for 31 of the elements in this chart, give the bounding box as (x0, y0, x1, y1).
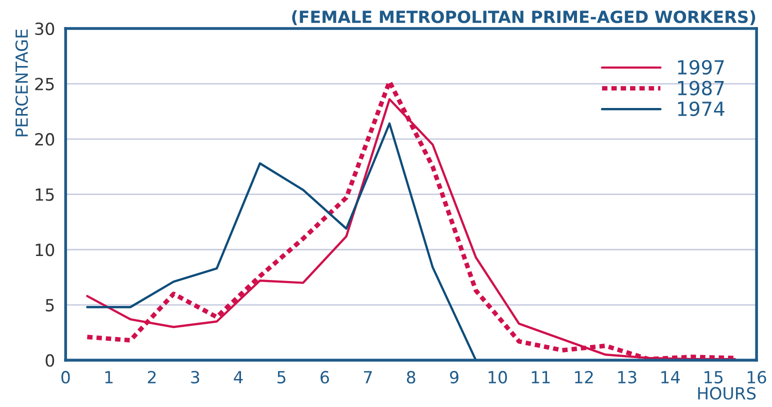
x-tick-label: 1 (105, 371, 113, 384)
legend-label: 1974 (678, 101, 724, 116)
y-tick-label: 0 (46, 354, 54, 367)
y-tick-label: 20 (35, 133, 54, 146)
x-tick-label: 4 (234, 371, 243, 384)
y-tick-label: 5 (46, 299, 54, 312)
legend-label: 1987 (678, 80, 724, 96)
x-tick-label: 7 (364, 371, 372, 384)
legend-label: 1997 (678, 60, 724, 75)
x-tick-label: 2 (148, 370, 156, 384)
x-tick-label: 6 (320, 370, 329, 384)
y-tick-label: 15 (36, 188, 54, 201)
x-tick-label: 9 (450, 370, 458, 384)
x-tick-label: 11 (532, 371, 550, 384)
x-tick-label: 16 (748, 370, 766, 384)
y-tick-label: 10 (36, 244, 54, 256)
x-tick-label: 3 (191, 370, 200, 384)
x-tick-label: 8 (406, 370, 416, 384)
chart-title: (FEMALE METROPOLITAN PRIME-AGED WORKERS) (292, 10, 756, 26)
x-tick-label: 5 (278, 371, 286, 384)
x-axis-title: HOURS (698, 387, 756, 400)
y-tick-label: 30 (35, 22, 54, 36)
x-tick-label: 10 (488, 370, 507, 384)
x-tick-label: 13 (618, 370, 636, 384)
y-axis-title: PERCENTAGE (15, 30, 28, 136)
x-tick-label: 0 (61, 370, 70, 384)
x-tick-label: 14 (661, 371, 680, 384)
y-tick-label: 25 (35, 78, 54, 90)
x-tick-label: 12 (575, 370, 593, 384)
x-tick-label: 15 (704, 371, 723, 384)
line-series (86, 122, 477, 360)
